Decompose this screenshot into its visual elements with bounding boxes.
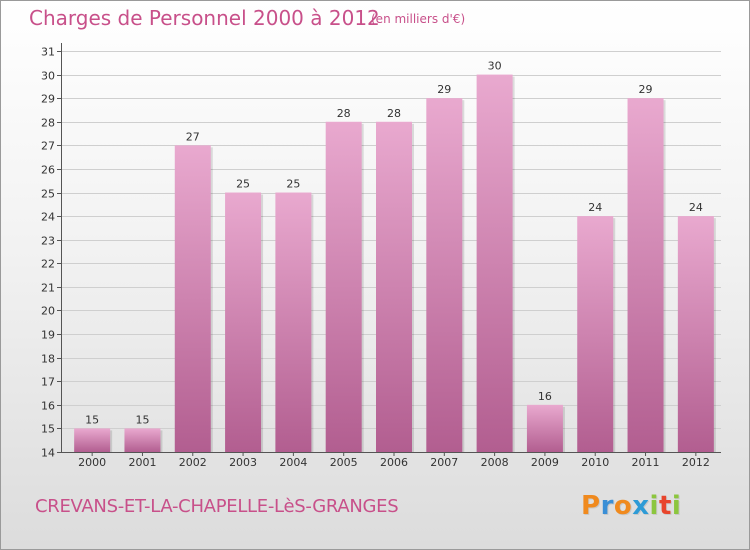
bar-2000 (74, 428, 111, 452)
data-label: 29 (437, 83, 451, 96)
y-tick-label: 29 (41, 93, 55, 106)
data-label: 25 (286, 178, 300, 191)
labels: 14 15 16 17 18 19 20 21 22 23 24 25 26 27 28 29 30 31 15 20… (41, 46, 710, 470)
bar-2001 (124, 428, 161, 452)
y-tick-label: 24 (41, 211, 55, 224)
y-tick-label: 20 (41, 305, 55, 318)
x-tick-label: 2010 (581, 456, 609, 469)
y-tick-label: 16 (41, 400, 55, 413)
logo-letter: o (613, 491, 633, 521)
x-tick-label: 2012 (682, 456, 710, 469)
bar-2005 (325, 121, 362, 452)
logo-letter: x (632, 491, 650, 521)
x-tick-label: 2001 (128, 456, 156, 469)
chart-subtitle: (en milliers d'€) (371, 12, 466, 26)
data-label: 16 (538, 390, 552, 403)
x-tick-label: 2000 (78, 456, 106, 469)
data-label: 25 (236, 178, 250, 191)
x-tick-label: 2008 (481, 456, 509, 469)
logo-letter: r (600, 491, 614, 521)
data-label: 15 (135, 413, 149, 426)
y-tick-label: 28 (41, 117, 55, 130)
data-label: 30 (488, 60, 502, 73)
chart-title: Charges de Personnel 2000 à 2012 (29, 6, 380, 30)
y-tick-label: 27 (41, 140, 55, 153)
logo-letter: i (671, 491, 682, 521)
bar-2010 (577, 216, 614, 452)
data-label: 27 (186, 130, 200, 143)
y-tick-label: 31 (41, 46, 55, 59)
x-tick-label: 2006 (380, 456, 408, 469)
y-tick-label: 18 (41, 353, 55, 366)
bar-2008 (476, 74, 513, 453)
y-tick-label: 23 (41, 235, 55, 248)
x-tick-label: 2007 (430, 456, 458, 469)
x-tick-label: 2005 (330, 456, 358, 469)
data-label: 15 (85, 413, 99, 426)
x-tick-label: 2011 (632, 456, 660, 469)
data-label: 28 (387, 107, 401, 120)
x-tick-label: 2004 (279, 456, 307, 469)
bar-2009 (526, 404, 563, 452)
y-tick-label: 17 (41, 376, 55, 389)
bars (74, 74, 716, 453)
bar-2011 (627, 98, 664, 453)
logo-letter: P (581, 491, 601, 521)
y-tick-label: 14 (41, 447, 55, 460)
x-tick-label: 2009 (531, 456, 559, 469)
commune-name: CREVANS-ET-LA-CHAPELLE-LèS-GRANGES (35, 496, 399, 517)
y-tick-label: 15 (41, 423, 55, 436)
bar-2012 (677, 216, 714, 452)
bar-2002 (174, 145, 211, 452)
y-tick-label: 25 (41, 188, 55, 201)
data-label: 24 (689, 201, 703, 214)
y-tick-label: 22 (41, 258, 55, 271)
axes (57, 43, 721, 456)
logo-letter: t (658, 491, 672, 521)
data-label: 28 (337, 107, 351, 120)
x-tick-label: 2002 (179, 456, 207, 469)
bar-2004 (275, 192, 312, 452)
bar-2007 (426, 98, 463, 453)
bar-2006 (376, 121, 412, 452)
bar-2003 (225, 192, 262, 452)
proxiti-logo: Proxiti (581, 491, 681, 521)
x-tick-label: 2003 (229, 456, 257, 469)
y-tick-label: 19 (41, 329, 55, 342)
y-tick-label: 26 (41, 164, 55, 177)
data-label: 24 (588, 201, 602, 214)
y-tick-label: 21 (41, 282, 55, 295)
logo-letter: i (649, 491, 659, 521)
data-label: 29 (639, 83, 653, 96)
y-tick-label: 30 (41, 70, 55, 83)
